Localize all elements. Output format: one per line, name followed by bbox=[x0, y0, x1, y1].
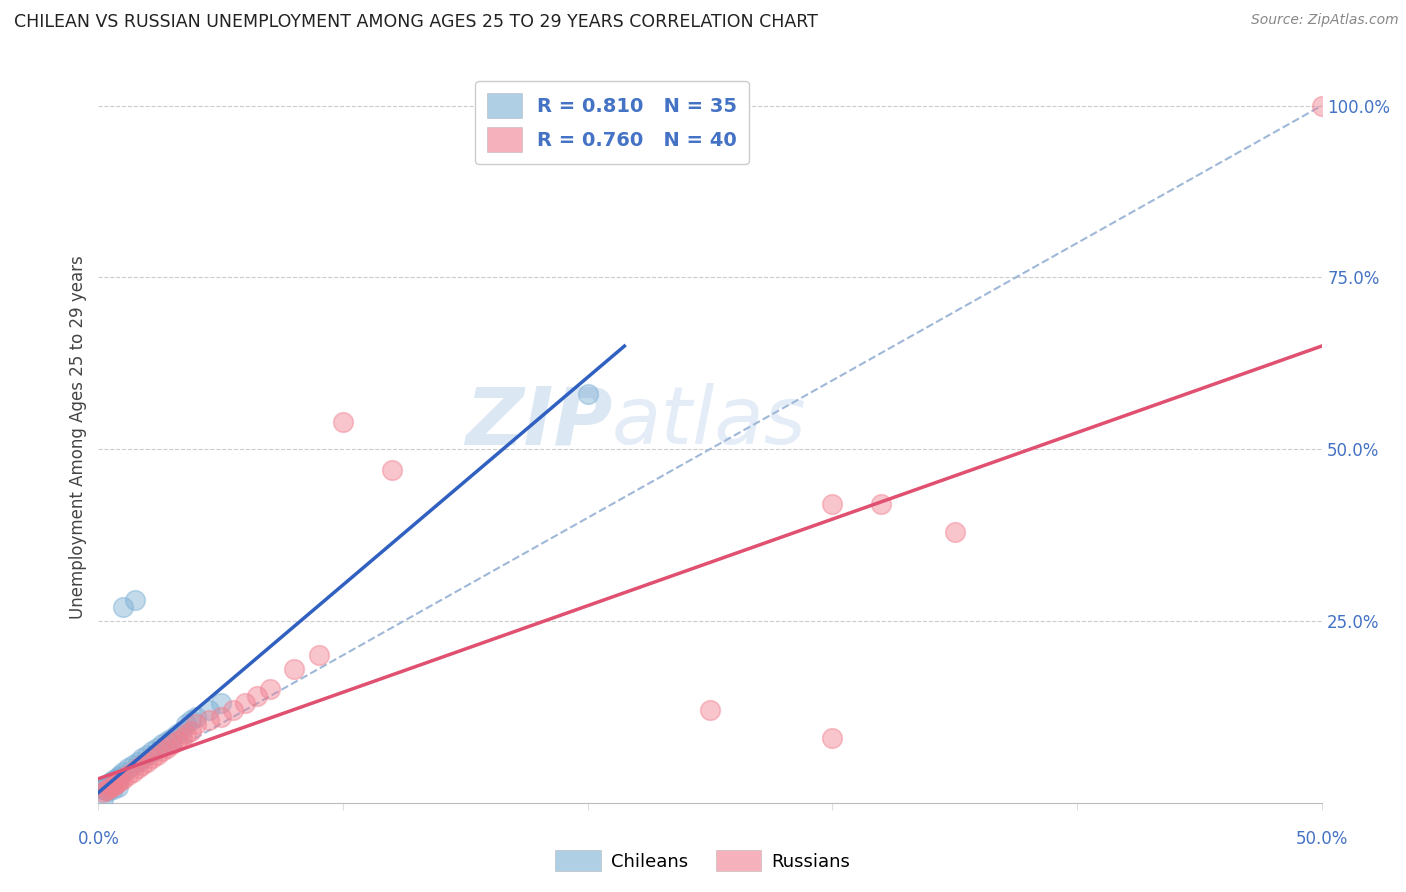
Point bbox=[111, 600, 134, 615]
Point bbox=[943, 524, 966, 539]
Point bbox=[100, 780, 122, 794]
Text: CHILEAN VS RUSSIAN UNEMPLOYMENT AMONG AGES 25 TO 29 YEARS CORRELATION CHART: CHILEAN VS RUSSIAN UNEMPLOYMENT AMONG AG… bbox=[14, 13, 818, 31]
Point bbox=[141, 744, 163, 758]
Text: atlas: atlas bbox=[612, 384, 807, 461]
Point bbox=[124, 593, 146, 607]
Point bbox=[104, 777, 127, 791]
Point bbox=[209, 696, 232, 710]
Point bbox=[146, 740, 169, 755]
Point bbox=[186, 710, 208, 724]
Point bbox=[186, 716, 208, 731]
Point bbox=[821, 731, 844, 745]
Point bbox=[97, 782, 120, 797]
Point bbox=[180, 714, 202, 728]
Point bbox=[259, 682, 281, 697]
Point bbox=[209, 710, 232, 724]
Point bbox=[100, 775, 122, 789]
Point bbox=[94, 780, 117, 794]
Point bbox=[150, 738, 173, 752]
Point bbox=[166, 727, 188, 741]
Point bbox=[110, 773, 132, 788]
Point bbox=[127, 755, 149, 769]
Point bbox=[166, 734, 188, 748]
Point bbox=[176, 727, 198, 741]
Point bbox=[131, 751, 153, 765]
Point bbox=[160, 731, 183, 745]
Point bbox=[870, 497, 893, 511]
Legend: R = 0.810   N = 35, R = 0.760   N = 40: R = 0.810 N = 35, R = 0.760 N = 40 bbox=[475, 81, 749, 164]
Point bbox=[121, 764, 143, 779]
Point bbox=[197, 714, 219, 728]
Point bbox=[176, 716, 198, 731]
Point bbox=[94, 783, 117, 797]
Point bbox=[156, 740, 179, 755]
Point bbox=[111, 764, 134, 779]
Point bbox=[107, 780, 129, 794]
Point bbox=[180, 723, 202, 738]
Point bbox=[222, 703, 245, 717]
Point bbox=[332, 415, 354, 429]
Point bbox=[699, 703, 721, 717]
Point bbox=[94, 783, 117, 797]
Point bbox=[110, 768, 132, 782]
Point bbox=[101, 782, 124, 797]
Point bbox=[170, 723, 193, 738]
Point bbox=[131, 758, 153, 772]
Point bbox=[156, 734, 179, 748]
Point bbox=[104, 772, 127, 786]
Point bbox=[121, 758, 143, 772]
Text: 50.0%: 50.0% bbox=[1295, 830, 1348, 848]
Point bbox=[150, 744, 173, 758]
Point bbox=[117, 768, 139, 782]
Point bbox=[107, 771, 129, 785]
Point bbox=[308, 648, 330, 662]
Point bbox=[1310, 98, 1333, 112]
Point bbox=[97, 784, 120, 798]
Point bbox=[90, 782, 112, 797]
Point bbox=[170, 731, 193, 745]
Point bbox=[107, 775, 129, 789]
Point bbox=[136, 755, 159, 769]
Point bbox=[233, 696, 256, 710]
Point bbox=[91, 792, 114, 806]
Point bbox=[576, 387, 599, 401]
Point bbox=[246, 690, 269, 704]
Point bbox=[117, 762, 139, 776]
Point bbox=[381, 463, 404, 477]
Point bbox=[127, 762, 149, 776]
Point bbox=[111, 772, 134, 786]
Point bbox=[141, 751, 163, 765]
Text: Source: ZipAtlas.com: Source: ZipAtlas.com bbox=[1251, 13, 1399, 28]
Y-axis label: Unemployment Among Ages 25 to 29 years: Unemployment Among Ages 25 to 29 years bbox=[69, 255, 87, 619]
Point bbox=[136, 747, 159, 762]
Point bbox=[91, 779, 114, 793]
Point bbox=[101, 779, 124, 793]
Point bbox=[101, 773, 124, 788]
Point bbox=[97, 777, 120, 791]
Point bbox=[91, 785, 114, 799]
Legend: Chileans, Russians: Chileans, Russians bbox=[548, 843, 858, 879]
Point bbox=[821, 497, 844, 511]
Text: ZIP: ZIP bbox=[465, 384, 612, 461]
Point bbox=[197, 703, 219, 717]
Text: 0.0%: 0.0% bbox=[77, 830, 120, 848]
Point bbox=[160, 738, 183, 752]
Point bbox=[146, 747, 169, 762]
Point bbox=[283, 662, 305, 676]
